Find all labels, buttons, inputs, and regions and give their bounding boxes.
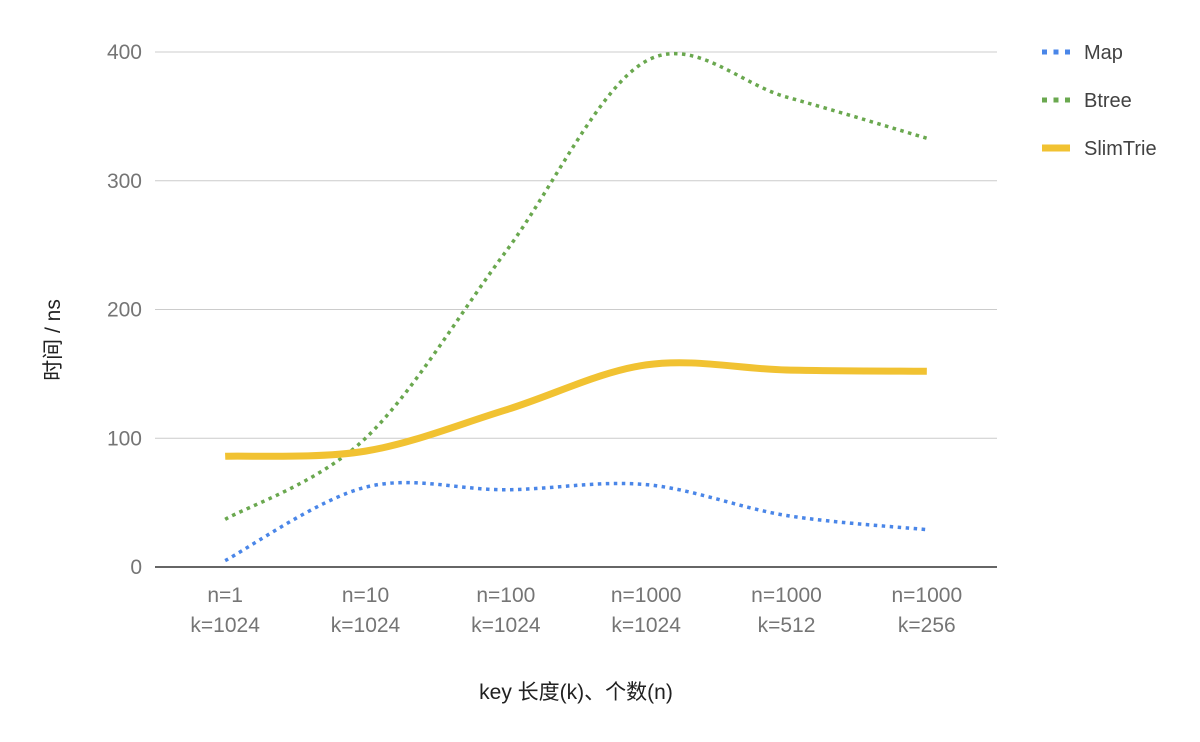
legend-label: Map — [1084, 42, 1123, 64]
x-tick-label: n=1000 k=512 — [751, 584, 822, 637]
x-tick-label-line: k=1024 — [611, 614, 681, 637]
series-lines — [224, 51, 928, 563]
x-axis-ticks: n=1 k=1024 n=10 k=1024 n=100 k=1024 n=1000 k=10… — [190, 584, 962, 637]
x-tick-label-line: n=1000 — [611, 584, 682, 607]
x-tick-label-line: n=10 — [342, 584, 389, 607]
legend: Map Btree SlimTrie — [1042, 42, 1157, 160]
y-axis-title: 时间 / ns — [42, 299, 65, 381]
y-tick-label: 300 — [107, 170, 142, 193]
x-tick-label: n=1000 k=256 — [891, 584, 962, 637]
x-tick-label-line: n=1000 — [891, 584, 962, 607]
series-line-map — [224, 480, 928, 563]
series-line-slimtrie — [225, 359, 927, 460]
legend-item-map: Map — [1042, 42, 1123, 64]
x-axis-title: key 长度(k)、个数(n) — [479, 681, 673, 704]
x-tick-label-line: n=1 — [207, 584, 243, 607]
y-tick-label: 200 — [107, 299, 142, 322]
x-tick-label-line: k=256 — [898, 614, 956, 637]
x-tick-label-line: k=1024 — [331, 614, 401, 637]
x-tick-label-line: k=512 — [758, 614, 816, 637]
x-tick-label: n=100 k=1024 — [471, 584, 541, 637]
legend-label: SlimTrie — [1084, 138, 1157, 160]
x-tick-label: n=1000 k=1024 — [611, 584, 682, 637]
gridlines — [155, 51, 997, 568]
x-tick-label: n=1 k=1024 — [190, 584, 260, 637]
x-tick-label-line: n=1000 — [751, 584, 822, 607]
legend-item-slimtrie: SlimTrie — [1042, 138, 1157, 160]
y-tick-label: 0 — [130, 556, 142, 579]
y-tick-label: 400 — [107, 41, 142, 64]
x-tick-label-line: n=100 — [476, 584, 535, 607]
legend-label: Btree — [1084, 90, 1132, 112]
series-line-btree — [224, 51, 928, 521]
x-tick-label-line: k=1024 — [190, 614, 260, 637]
y-tick-label: 100 — [107, 427, 142, 450]
x-tick-label-line: k=1024 — [471, 614, 541, 637]
y-axis-ticks: 0 100 200 300 400 — [107, 41, 142, 579]
x-tick-label: n=10 k=1024 — [331, 584, 401, 637]
legend-item-btree: Btree — [1042, 90, 1132, 112]
